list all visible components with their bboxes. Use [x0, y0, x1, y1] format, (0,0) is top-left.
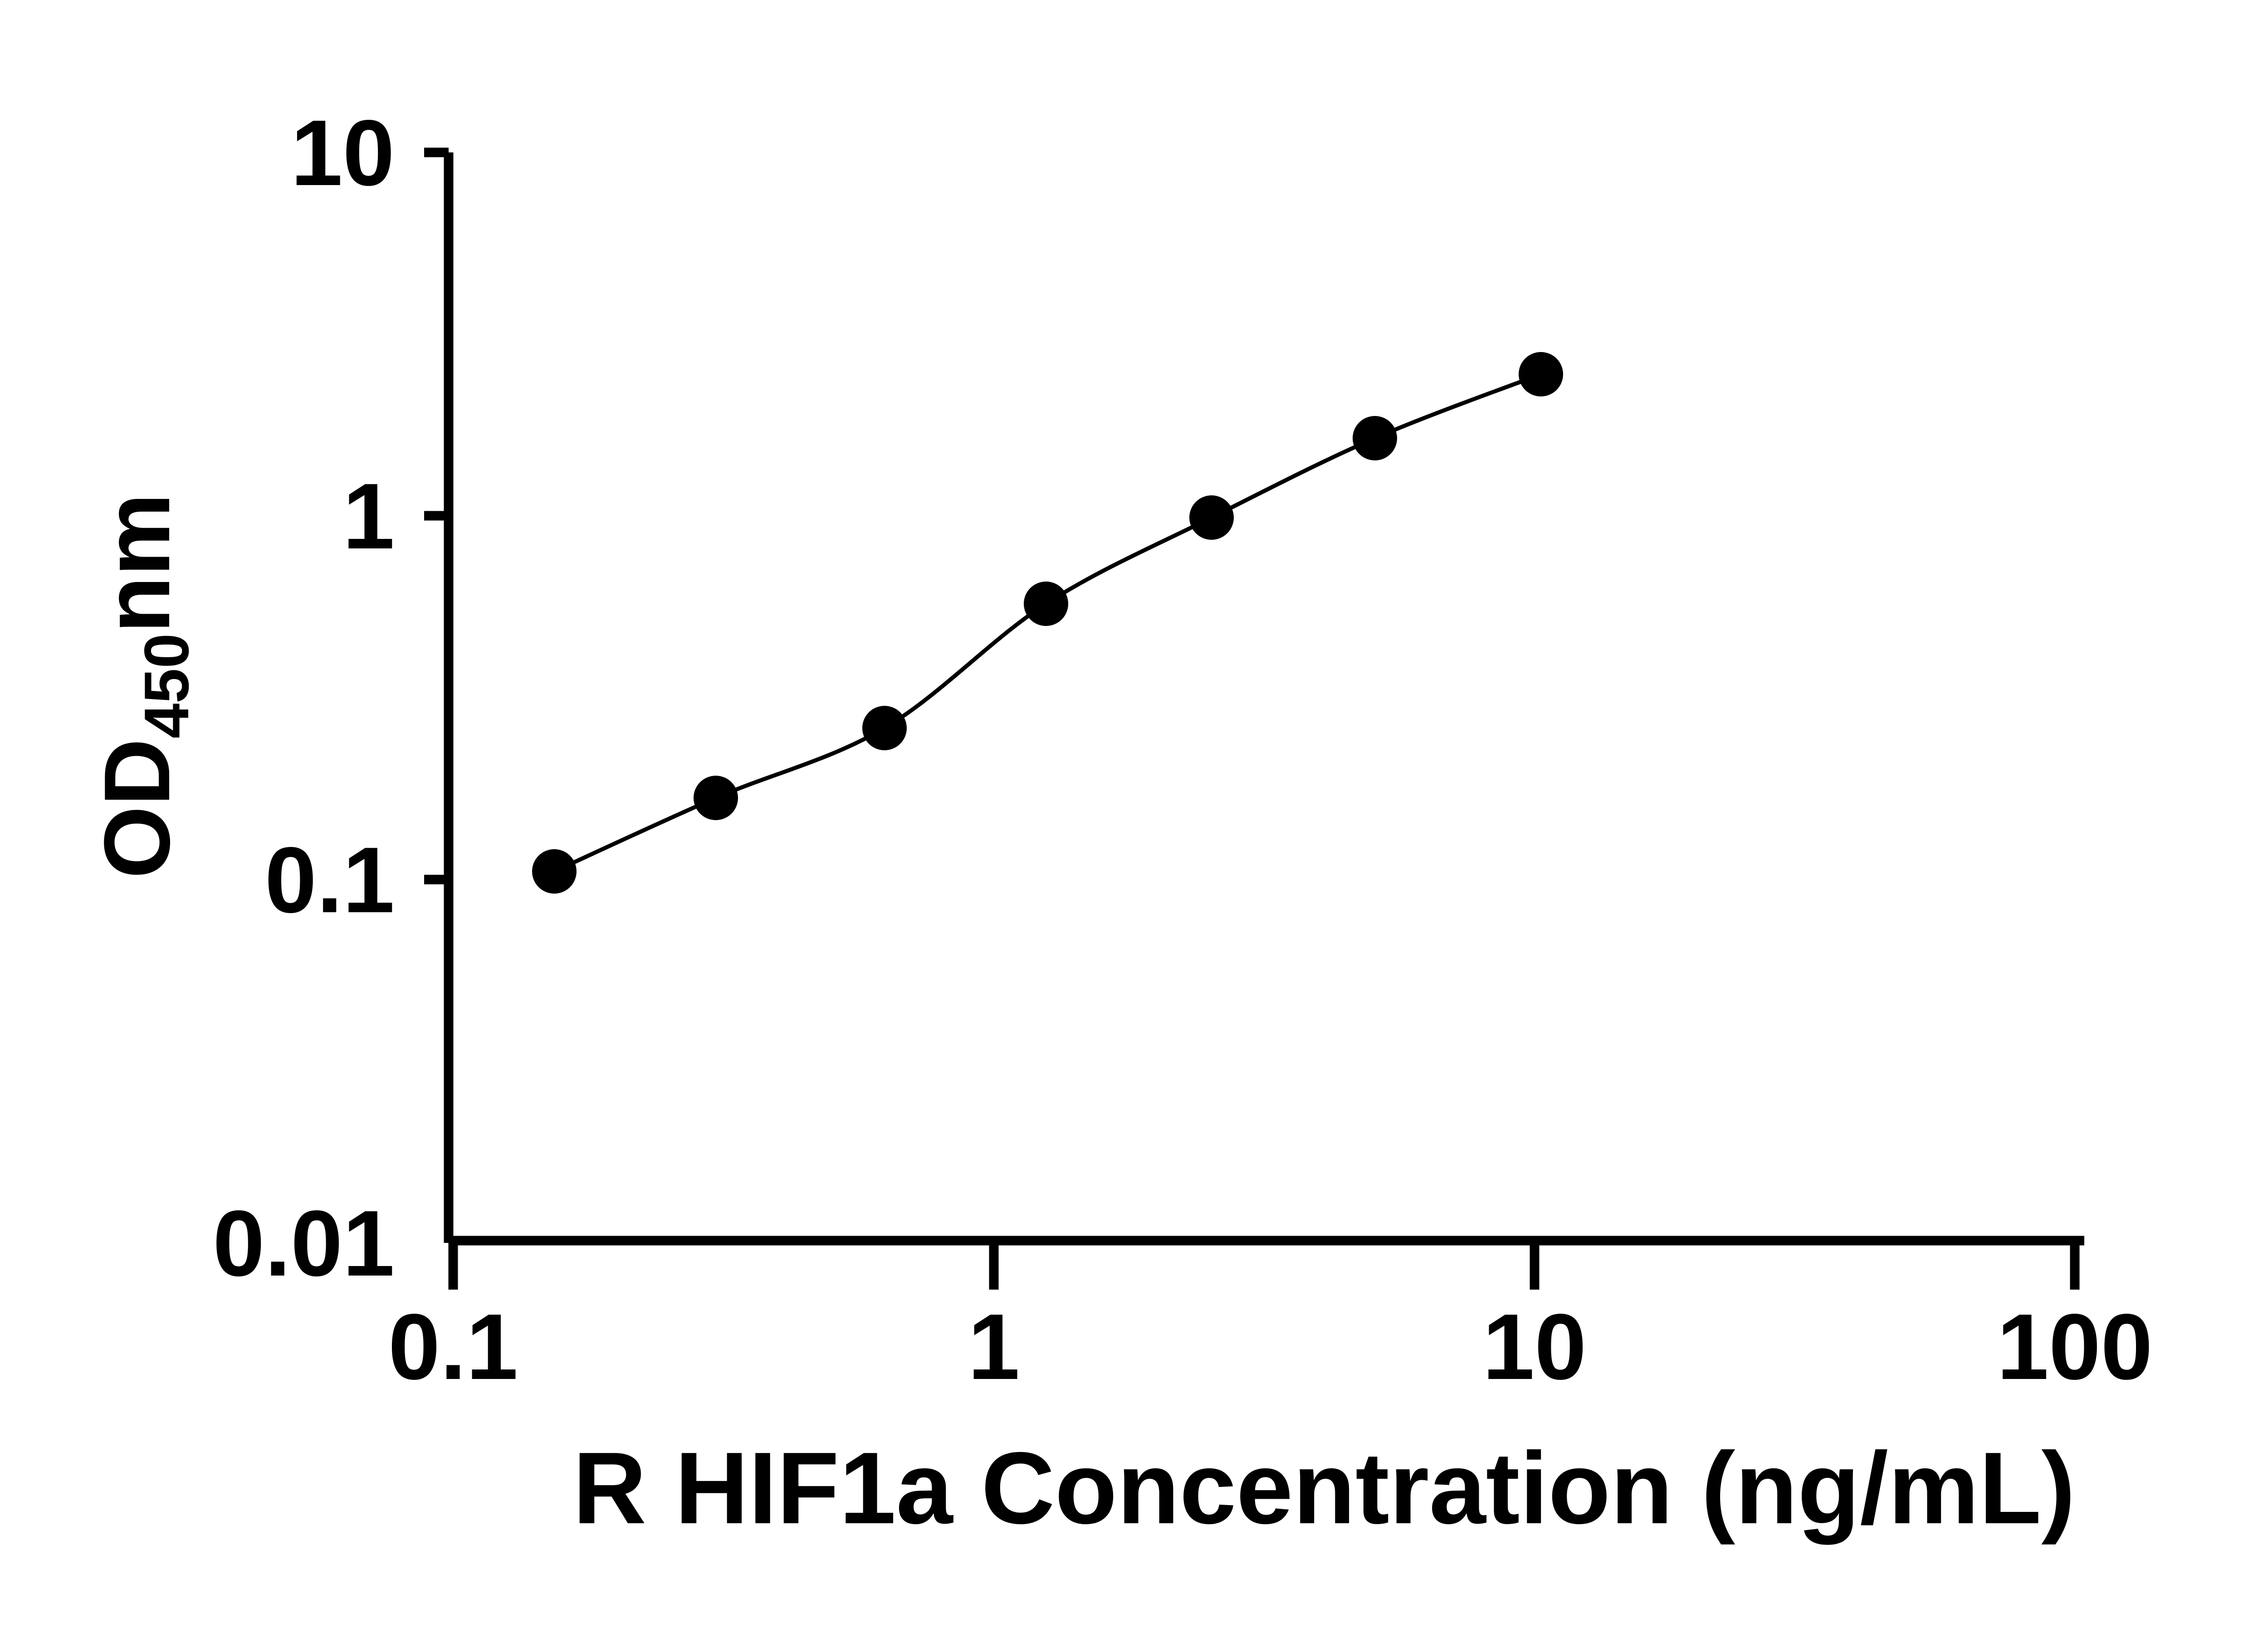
- svg-text:R HIF1a Concentration (ng/mL): R HIF1a Concentration (ng/mL): [573, 1431, 2076, 1545]
- svg-text:0.01: 0.01: [213, 1191, 395, 1296]
- svg-text:1: 1: [342, 464, 395, 568]
- svg-text:1: 1: [968, 1295, 1020, 1399]
- svg-text:100: 100: [1997, 1295, 2153, 1399]
- svg-text:OD450nm: OD450nm: [85, 493, 202, 879]
- svg-text:10: 10: [1482, 1295, 1586, 1399]
- svg-text:0.1: 0.1: [265, 828, 395, 932]
- svg-text:10: 10: [291, 101, 395, 205]
- svg-text:0.1: 0.1: [388, 1295, 518, 1399]
